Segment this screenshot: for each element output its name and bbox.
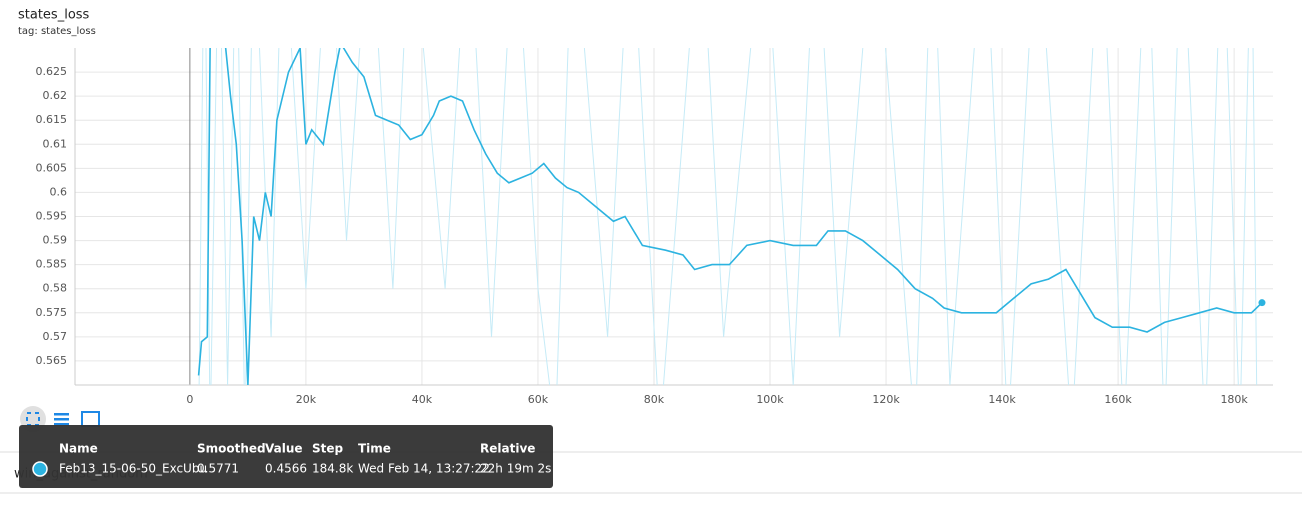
tooltip-header: Time: [358, 442, 391, 456]
y-tick-label: 0.58: [43, 282, 68, 295]
y-tick-label: 0.59: [43, 234, 68, 247]
y-tick-label: 0.605: [36, 161, 68, 174]
x-tick-label: 180k: [1220, 393, 1248, 406]
y-tick-label: 0.565: [36, 354, 68, 367]
x-tick-label: 100k: [756, 393, 784, 406]
log-button[interactable]: [54, 413, 69, 426]
y-tick-label: 0.575: [36, 306, 68, 319]
zoom-button[interactable]: [81, 411, 100, 427]
tooltip-cell: 184.8k: [312, 462, 353, 476]
x-tick-label: 140k: [988, 393, 1016, 406]
card-subtitle: tag: states_loss: [18, 26, 96, 37]
tooltip-cell: 22h 19m 2s: [480, 462, 551, 476]
tooltip-cell: 0.4566: [265, 462, 307, 476]
y-tick-label: 0.585: [36, 258, 68, 271]
end-marker: [1258, 299, 1266, 307]
y-tick-label: 0.615: [36, 113, 68, 126]
tooltip-header: Smoothed: [197, 442, 266, 456]
tooltip-bg: [19, 425, 553, 488]
x-tick-label: 40k: [412, 393, 433, 406]
tooltip-header: Name: [59, 442, 98, 456]
x-tick-label: 20k: [296, 393, 317, 406]
tooltip-header: Step: [312, 442, 344, 456]
x-tick-label: 60k: [528, 393, 549, 406]
x-tick-label: 120k: [872, 393, 900, 406]
tooltip-cell: Wed Feb 14, 13:27:22: [358, 462, 490, 476]
series-area: [197, 48, 1263, 385]
tooltip-header: Relative: [480, 442, 535, 456]
y-tick-label: 0.625: [36, 65, 68, 78]
x-tick-label: 0: [186, 393, 193, 406]
tooltip-header: Value: [265, 442, 303, 456]
tooltip-cell: 0.5771: [197, 462, 239, 476]
y-tick-label: 0.61: [43, 137, 68, 150]
y-tick-label: 0.62: [43, 89, 68, 102]
tooltip-cell: Feb13_15-06-50_ExcUbu: [59, 462, 207, 476]
fit-icon: [26, 412, 40, 426]
tooltip: Name Smoothed Value Step Time Relative Feb13_1…: [19, 425, 553, 488]
y-tick-label: 0.6: [50, 185, 68, 198]
y-tick-label: 0.57: [43, 330, 68, 343]
raw-line: [198, 48, 1258, 385]
x-tick-label: 80k: [644, 393, 665, 406]
run-swatch: [32, 461, 48, 477]
card-title: states_loss: [18, 8, 90, 23]
plot: 0.565 0.57 0.575 0.58 0.585 0.59 0.595 0.6 0.605…: [36, 48, 1273, 406]
y-tick-label: 0.595: [36, 210, 68, 223]
x-tick-label: 160k: [1104, 393, 1132, 406]
smoothed-line: [197, 48, 1263, 385]
